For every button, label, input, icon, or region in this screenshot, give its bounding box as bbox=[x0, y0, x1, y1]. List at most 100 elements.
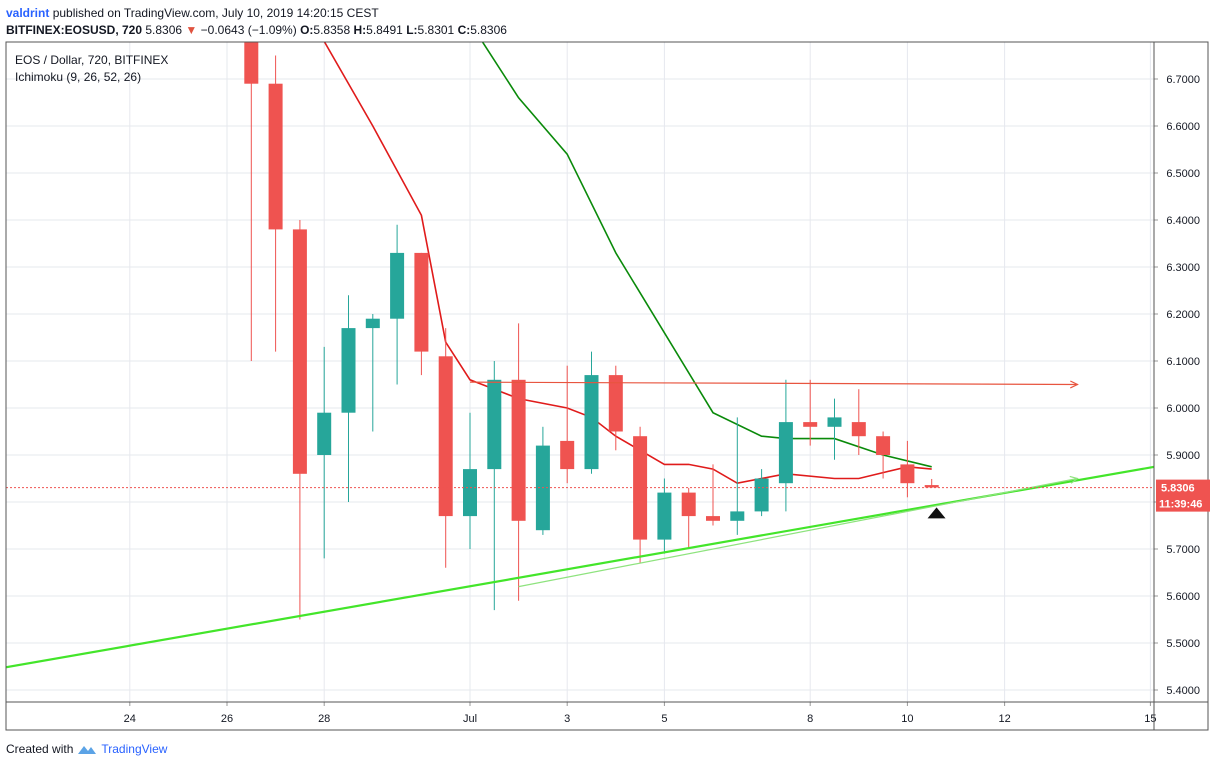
candle-body bbox=[924, 485, 939, 488]
candle-bearish bbox=[876, 431, 891, 479]
axes: 5.40005.50005.60005.70005.80005.90006.00… bbox=[5, 41, 1209, 731]
candle-body bbox=[803, 422, 818, 427]
x-tick-label: Jul bbox=[463, 713, 477, 725]
support-thin-line bbox=[518, 477, 1078, 588]
marker-triangle-icon bbox=[927, 507, 946, 519]
last-price: 5.8306 bbox=[145, 23, 183, 37]
candle-body bbox=[778, 422, 793, 484]
candle-bullish bbox=[827, 398, 842, 460]
candle-body bbox=[365, 318, 380, 329]
y-tick-label: 5.9000 bbox=[1166, 450, 1200, 462]
price-change: −0.0643 (−1.09%) bbox=[200, 23, 297, 37]
candle-bullish bbox=[535, 426, 550, 535]
candle-body bbox=[487, 379, 502, 470]
candle-body bbox=[414, 252, 429, 352]
x-tick-label: 12 bbox=[998, 713, 1010, 725]
last-price-tag-label: 5.8306 bbox=[1161, 483, 1195, 495]
y-tick-label: 5.5000 bbox=[1166, 638, 1200, 650]
candle-body bbox=[341, 328, 356, 413]
candle-body bbox=[681, 492, 696, 517]
grid bbox=[6, 42, 1154, 702]
candle-bearish bbox=[268, 55, 283, 352]
y-tick-label: 6.2000 bbox=[1166, 309, 1200, 321]
candle-bullish bbox=[730, 417, 745, 535]
candle-body bbox=[608, 375, 623, 432]
candle-body bbox=[730, 511, 745, 521]
candle-body bbox=[633, 436, 648, 540]
chart-legend: EOS / Dollar, 720, BITFINEX Ichimoku (9,… bbox=[15, 52, 168, 86]
legend-title: EOS / Dollar, 720, BITFINEX bbox=[15, 53, 169, 67]
x-tick-label: 15 bbox=[1144, 713, 1156, 725]
y-tick-label: 6.0000 bbox=[1166, 403, 1200, 415]
candle-bearish bbox=[244, 42, 259, 361]
candle-bullish bbox=[754, 469, 769, 517]
candle-bearish bbox=[608, 365, 623, 451]
drawings bbox=[6, 380, 1154, 669]
low-value: 5.8301 bbox=[417, 23, 455, 37]
support-thin-line-arrowhead bbox=[1069, 475, 1079, 484]
candles bbox=[244, 42, 939, 620]
resistance-line-arrowhead bbox=[1070, 380, 1079, 389]
x-tick-label: 10 bbox=[901, 713, 913, 725]
candle-bearish bbox=[924, 478, 939, 488]
open-value: 5.8358 bbox=[313, 23, 351, 37]
candle-body bbox=[900, 464, 915, 484]
symbol-line: BITFINEX:EOSUSD, 720 5.8306 ▼ −0.0643 (−… bbox=[6, 23, 507, 37]
candle-body bbox=[268, 83, 283, 230]
candle-body bbox=[754, 478, 769, 512]
candle-bearish bbox=[900, 440, 915, 498]
open-label: O: bbox=[300, 23, 314, 37]
candle-body bbox=[317, 412, 332, 455]
candle-body bbox=[560, 440, 575, 470]
candle-bullish bbox=[778, 379, 793, 512]
candle-body bbox=[244, 42, 259, 84]
x-tick-label: 3 bbox=[564, 713, 570, 725]
created-with-text: Created with bbox=[6, 742, 74, 756]
tradingview-logo-icon bbox=[78, 746, 97, 754]
author-link[interactable]: valdrint bbox=[6, 6, 50, 20]
footer: Created with TradingView bbox=[6, 742, 167, 756]
candle-bullish bbox=[487, 361, 502, 611]
publish-line: valdrint published on TradingView.com, J… bbox=[6, 6, 379, 20]
candle-body bbox=[438, 356, 453, 517]
symbol-name: BITFINEX:EOSUSD, 720 bbox=[6, 23, 143, 37]
candle-bearish bbox=[706, 464, 720, 526]
tradingview-brand-link[interactable]: TradingView bbox=[101, 742, 168, 756]
candle-bearish bbox=[438, 328, 453, 568]
high-label: H: bbox=[353, 23, 367, 37]
published-text: published on TradingView.com, July 10, 2… bbox=[52, 6, 379, 20]
candle-body bbox=[584, 375, 599, 470]
candle-body bbox=[292, 229, 307, 474]
last-price-tag-bg bbox=[1156, 479, 1210, 512]
candle-bearish bbox=[560, 365, 575, 484]
candle-body bbox=[706, 516, 720, 521]
candle-bullish bbox=[390, 224, 405, 385]
candle-body bbox=[876, 436, 891, 455]
y-tick-label: 6.3000 bbox=[1166, 262, 1200, 274]
candle-bullish bbox=[584, 351, 599, 474]
x-tick-label: 26 bbox=[221, 713, 233, 725]
legend-indicator[interactable]: Ichimoku (9, 26, 52, 26) bbox=[15, 70, 142, 84]
x-tick-label: 28 bbox=[318, 713, 330, 725]
candle-body bbox=[827, 417, 842, 427]
resistance-line bbox=[469, 381, 1078, 386]
candle-bullish bbox=[657, 478, 672, 554]
candle-bearish bbox=[633, 426, 648, 564]
y-tick-label: 5.4000 bbox=[1166, 685, 1200, 697]
last-price-tag: 5.8306 11:39:46 bbox=[1156, 479, 1210, 512]
candle-body bbox=[851, 422, 866, 437]
close-label: C: bbox=[457, 23, 471, 37]
candle-bearish bbox=[414, 252, 429, 376]
candle-bearish bbox=[851, 389, 866, 455]
candle-bearish bbox=[803, 379, 818, 446]
y-tick-label: 5.6000 bbox=[1166, 591, 1200, 603]
y-tick-label: 6.4000 bbox=[1166, 215, 1200, 227]
candle-bearish bbox=[511, 323, 526, 601]
y-tick-label: 6.6000 bbox=[1166, 121, 1200, 133]
candle-bullish bbox=[365, 314, 380, 432]
low-label: L: bbox=[406, 23, 418, 37]
candle-bullish bbox=[317, 346, 332, 559]
candle-bearish bbox=[681, 487, 696, 549]
x-tick-label: 5 bbox=[661, 713, 667, 725]
